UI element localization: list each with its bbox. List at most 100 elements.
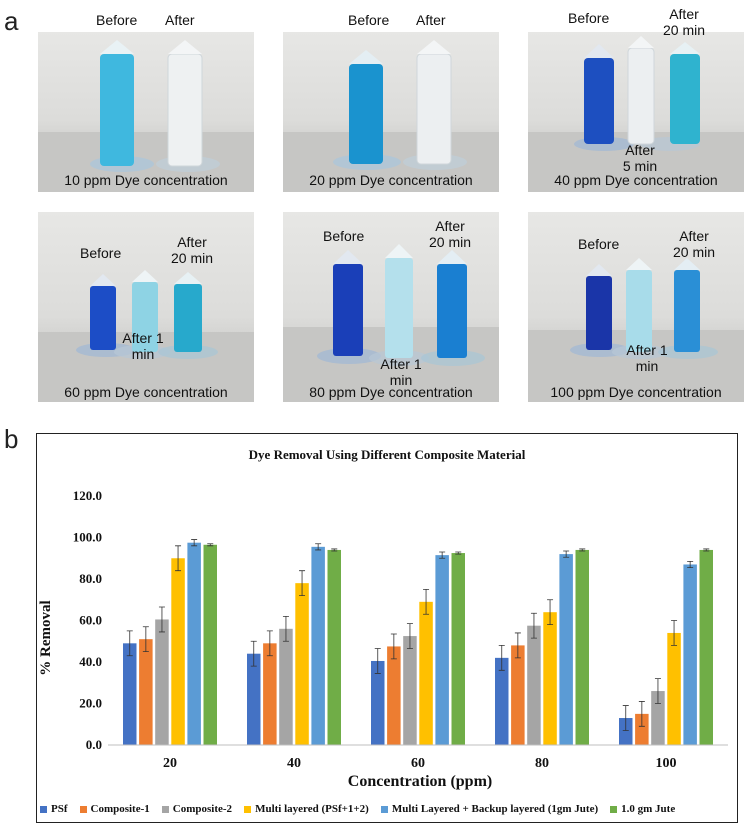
bar [435, 555, 449, 745]
error-bar [498, 645, 505, 671]
panel-b-letter: b [4, 424, 19, 454]
error-bar [158, 606, 165, 633]
error-bar [191, 539, 198, 547]
error-bar [671, 620, 678, 646]
bar [683, 564, 697, 745]
y-ticks: 0.0 20.0 40.0 60.0 80.0 100.0 120.0 [73, 488, 102, 752]
bar [387, 646, 401, 745]
error-bar [175, 545, 182, 572]
error-bar [406, 623, 413, 649]
y-tick-label: 60.0 [79, 613, 102, 628]
error-bar [126, 630, 133, 657]
y-tick-label: 120.0 [73, 488, 102, 503]
error-bar [530, 612, 537, 639]
legend-item: Composite-1 [79, 803, 150, 815]
photo-80ppm-after20-label: After 20 min [428, 218, 472, 250]
legend-label: PSf [51, 803, 68, 815]
bar [559, 554, 573, 745]
legend-item: 1.0 gm Jute [610, 803, 675, 815]
legend-item: Composite-2 [161, 803, 233, 815]
bar [295, 583, 309, 745]
bar [371, 660, 385, 745]
bar [575, 549, 589, 745]
bar [619, 718, 633, 745]
photo-60ppm-after20-label: After 20 min [170, 234, 214, 266]
error-bar [374, 648, 381, 674]
legend-swatch [40, 805, 47, 813]
x-tick-label: 60 [411, 756, 425, 771]
photo-100ppm-after20-label: After 20 min [672, 228, 716, 260]
x-axis-label: Concentration (ppm) [348, 773, 492, 790]
error-bar [439, 551, 446, 559]
bar [247, 653, 261, 745]
legend-item: Multi layered (PSf+1+2) [244, 803, 369, 815]
error-bar [703, 548, 710, 552]
bar [699, 549, 713, 745]
bar [155, 619, 169, 745]
photo-40ppm-caption: 40 ppm Dye concentration [554, 172, 718, 188]
legend-item: PSf [40, 803, 68, 815]
error-bar [282, 615, 289, 642]
tubes-20ppm [283, 40, 499, 192]
error-bar [423, 588, 430, 615]
legend-swatch [79, 805, 87, 813]
error-bar [266, 630, 273, 657]
error-bar [331, 548, 338, 552]
legend-label: Composite-2 [172, 803, 233, 815]
legend-swatch [161, 805, 169, 813]
photo-10ppm-caption: 10 ppm Dye concentration [64, 172, 228, 188]
tubes-60ppm [38, 270, 254, 402]
bar [263, 643, 277, 745]
photo-60ppm-before-label: Before [80, 245, 122, 261]
legend-label: 1.0 gm Jute [621, 803, 676, 815]
bar [635, 713, 649, 745]
bar [543, 612, 557, 745]
bar [403, 636, 417, 745]
error-bar [207, 543, 214, 547]
legend-label: Multi layered (PSf+1+2) [255, 803, 369, 815]
bar [511, 645, 525, 745]
bar [171, 558, 185, 745]
bars [123, 539, 713, 745]
error-bar [654, 678, 661, 704]
error-bar [142, 626, 149, 653]
bar [327, 549, 341, 745]
bar [279, 628, 293, 745]
panel-a-letter: a [4, 6, 19, 36]
bar [419, 601, 433, 745]
x-ticks: 20 40 60 80 100 [163, 756, 677, 771]
y-tick-label: 80.0 [79, 571, 102, 586]
bar [311, 546, 325, 745]
photo-20ppm [283, 32, 499, 192]
photo-100ppm-caption: 100 ppm Dye concentration [550, 384, 722, 400]
bar [667, 632, 681, 745]
legend-swatch [610, 805, 618, 813]
photo-10ppm-after-label: After [165, 12, 195, 28]
error-bar [390, 633, 397, 660]
error-bar [547, 599, 554, 626]
error-bar [455, 551, 462, 555]
photo-20ppm-after-label: After [416, 12, 446, 28]
error-bar [299, 570, 306, 596]
legend-label: Multi Layered + Backup layered (1gm Jute… [391, 803, 599, 815]
photo-20ppm-caption: 20 ppm Dye concentration [309, 172, 473, 188]
photo-100ppm-before-label: Before [578, 236, 620, 252]
photo-10ppm-before-label: Before [96, 12, 138, 28]
bar [139, 639, 153, 745]
chart-frame [36, 433, 738, 823]
y-tick-label: 0.0 [86, 737, 102, 752]
error-bar [250, 640, 257, 667]
photo-80ppm-caption: 80 ppm Dye concentration [309, 384, 473, 400]
x-tick-label: 80 [535, 756, 549, 771]
legend-swatch [244, 805, 252, 813]
x-tick-label: 20 [163, 756, 177, 771]
photo-60ppm-after1-label: After 1 min [122, 330, 164, 362]
error-bar [579, 548, 586, 552]
legend-label: Composite-1 [90, 803, 150, 815]
tubes-100ppm [528, 258, 744, 402]
photo-40ppm-after5-label: After 5 min [622, 142, 658, 174]
photo-60ppm [38, 212, 254, 402]
bar [203, 544, 217, 745]
photo-80ppm-after1-label: After 1 min [380, 356, 422, 388]
legend-swatch [380, 805, 388, 813]
